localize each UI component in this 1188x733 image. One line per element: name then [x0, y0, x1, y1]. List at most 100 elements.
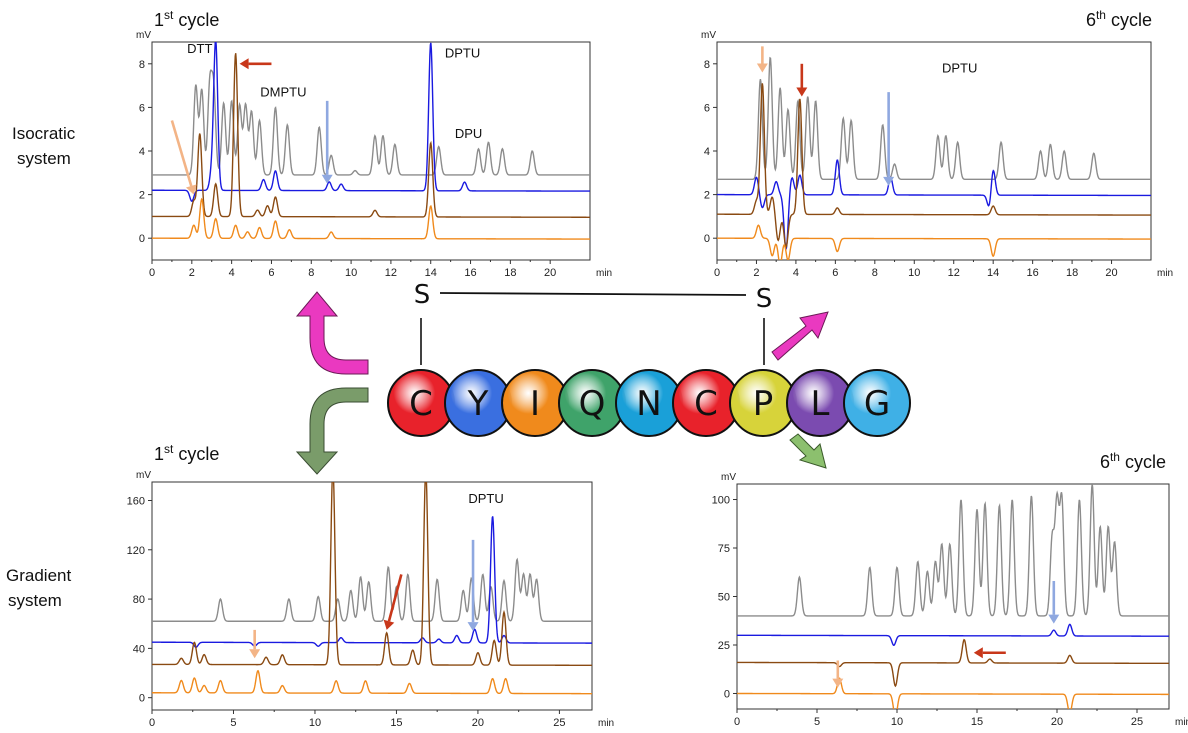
- y-tick-label: 100: [712, 495, 730, 507]
- y-tick-label: 8: [704, 59, 710, 71]
- y-tick-label: 2: [139, 190, 145, 202]
- indicator-arrow-head: [883, 176, 895, 186]
- indicator-arrow-head: [321, 174, 333, 184]
- indicator-arrow-head: [185, 184, 197, 195]
- x-tick-label: 20: [544, 267, 556, 279]
- y-tick-label: 160: [127, 495, 145, 507]
- indicator-arrow-head: [973, 647, 983, 659]
- plot-frame: [716, 41, 1152, 261]
- chromatogram-trace-grey: [717, 56, 1151, 181]
- x-tick-label: 6: [832, 267, 838, 279]
- indicator-arrow-head: [756, 63, 768, 73]
- chromatogram-trace-blue: [717, 159, 1151, 252]
- x-tick-label: 10: [908, 267, 920, 279]
- pink-curved-arrow: [295, 291, 369, 375]
- indicator-arrow-head: [383, 619, 395, 630]
- y-tick-label: 50: [718, 592, 730, 604]
- olive-curved-arrow: [295, 387, 369, 475]
- chromatogram-trace-brown: [152, 53, 590, 218]
- peptide-sequence: S SC Y I Q N C P L G: [387, 280, 911, 437]
- chromatogram-trace-orange: [717, 224, 1151, 260]
- x-tick-label: 18: [1066, 267, 1078, 279]
- cycle-number: 1: [154, 444, 164, 464]
- x-tick-label: 15: [971, 716, 983, 728]
- residue-letter: L: [811, 384, 830, 424]
- x-tick-label: 0: [149, 267, 155, 279]
- x-tick-label: 8: [308, 267, 314, 279]
- residue-letter: G: [864, 384, 890, 424]
- cycle-superscript: st: [164, 8, 174, 22]
- indicator-arrow-shaft: [387, 574, 403, 622]
- indicator-arrow-head: [467, 622, 479, 632]
- gradient-label-2: system: [8, 591, 62, 610]
- peak-annotation: DPU: [455, 126, 482, 141]
- peak-annotation: DPTU: [445, 45, 480, 60]
- residue-letter: Q: [579, 384, 606, 424]
- indicator-arrow-shaft: [170, 120, 193, 187]
- sulfur-label: S: [414, 280, 431, 310]
- y-tick-label: 0: [139, 693, 145, 705]
- x-tick-label: 2: [753, 267, 759, 279]
- x-tick-label: 2: [189, 267, 195, 279]
- x-tick-label: 5: [230, 717, 236, 729]
- x-unit-label: min: [596, 268, 612, 279]
- x-tick-label: 25: [553, 717, 565, 729]
- x-tick-label: 12: [948, 267, 960, 279]
- x-tick-label: 0: [714, 267, 720, 279]
- chromatogram-trace-grey: [737, 484, 1169, 617]
- cycle-word: cycle: [173, 444, 219, 464]
- x-tick-label: 20: [472, 717, 484, 729]
- cycle-superscript: st: [164, 442, 174, 456]
- chromatogram-trace-brown: [737, 638, 1169, 688]
- x-tick-label: 0: [734, 716, 740, 728]
- pink-diagonal-arrow: [771, 311, 829, 361]
- chromatogram-trace-grey: [152, 69, 590, 176]
- x-tick-label: 20: [1051, 716, 1063, 728]
- y-tick-label: 80: [133, 594, 145, 606]
- peak-annotation: DTT: [187, 41, 212, 56]
- cycle-superscript: th: [1096, 8, 1106, 22]
- cycle-title: 6th cycle: [1100, 450, 1166, 472]
- chromatogram-trace-orange: [152, 197, 590, 240]
- y-unit-label: mV: [701, 30, 716, 41]
- y-tick-label: 0: [724, 688, 730, 700]
- residue-bead: [843, 369, 911, 437]
- x-tick-label: 16: [1027, 267, 1039, 279]
- chromatogram-trace-blue: [737, 623, 1169, 647]
- residue-letter: C: [694, 384, 718, 424]
- chromatogram-trace-orange: [152, 669, 592, 695]
- residue-letter: I: [530, 384, 540, 424]
- x-unit-label: min: [1157, 268, 1173, 279]
- chromatogram-trace-grey: [152, 557, 592, 622]
- cycle-word: cycle: [1106, 10, 1152, 30]
- peak-annotation: DPTU: [942, 61, 977, 76]
- chromatogram-trace-blue: [152, 42, 590, 203]
- y-tick-label: 120: [127, 545, 145, 557]
- y-unit-label: mV: [136, 470, 151, 481]
- x-tick-label: 14: [987, 267, 999, 279]
- sulfur-label: S: [756, 284, 773, 314]
- y-tick-label: 4: [704, 146, 710, 158]
- residue-letter: C: [409, 384, 433, 424]
- residue-letter: Y: [467, 384, 489, 424]
- x-tick-label: 10: [891, 716, 903, 728]
- y-tick-label: 6: [139, 102, 145, 114]
- y-unit-label: mV: [136, 30, 151, 41]
- chart-gradient-1st-cycle: 1st cycle 0 40 80 120 160 0 5 10 15 20 25 mV min DPTU: [127, 442, 614, 729]
- peak-annotation: DMPTU: [260, 85, 306, 100]
- x-tick-label: 10: [345, 267, 357, 279]
- x-unit-label: min: [1175, 717, 1188, 728]
- cycle-word: cycle: [173, 10, 219, 30]
- indicator-arrow-head: [239, 58, 249, 70]
- peak-annotation: DPTU: [468, 491, 503, 506]
- y-tick-label: 2: [704, 190, 710, 202]
- y-tick-label: 0: [139, 233, 145, 245]
- x-tick-label: 15: [390, 717, 402, 729]
- x-tick-label: 6: [268, 267, 274, 279]
- y-tick-label: 6: [704, 102, 710, 114]
- plot-frame: [151, 481, 593, 711]
- x-tick-label: 5: [814, 716, 820, 728]
- olive-diagonal-arrow: [789, 433, 827, 469]
